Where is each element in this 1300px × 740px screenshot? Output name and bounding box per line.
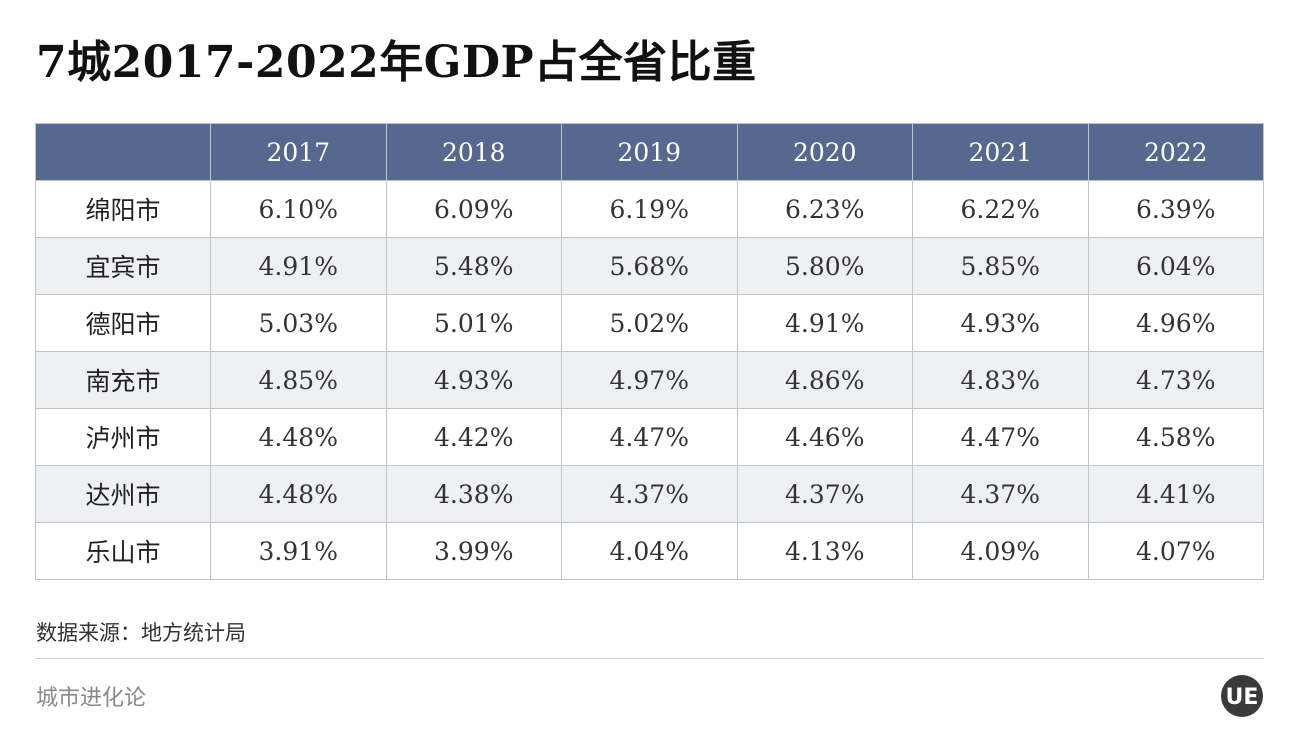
value-cell: 4.96% <box>1087 294 1264 352</box>
row-city-label: 德阳市 <box>35 294 211 352</box>
value-cell: 6.09% <box>385 180 562 238</box>
value-cell: 4.37% <box>736 465 913 523</box>
header-year-2020: 2020 <box>736 123 913 181</box>
value-cell: 4.73% <box>1087 351 1264 409</box>
row-city-label: 南充市 <box>35 351 211 409</box>
header-year-2017: 2017 <box>210 123 387 181</box>
table-row: 绵阳市 6.10% 6.09% 6.19% 6.23% 6.22% 6.39% <box>35 180 1264 238</box>
brand-name: 城市进化论 <box>36 686 147 711</box>
value-cell: 6.22% <box>912 180 1089 238</box>
header-year-2022: 2022 <box>1087 123 1264 181</box>
row-city-label: 达州市 <box>35 465 211 523</box>
value-cell: 4.48% <box>210 408 387 466</box>
page-title: 7城2017-2022年GDP占全省比重 <box>36 37 757 88</box>
value-cell: 5.80% <box>736 237 913 295</box>
footer-divider <box>36 658 1264 659</box>
row-city-label: 宜宾市 <box>35 237 211 295</box>
value-cell: 4.13% <box>736 522 913 580</box>
value-cell: 4.86% <box>736 351 913 409</box>
table-row: 南充市 4.85% 4.93% 4.97% 4.86% 4.83% 4.73% <box>35 351 1264 409</box>
value-cell: 4.93% <box>912 294 1089 352</box>
value-cell: 4.47% <box>561 408 738 466</box>
value-cell: 4.47% <box>912 408 1089 466</box>
value-cell: 3.99% <box>385 522 562 580</box>
table-row: 乐山市 3.91% 3.99% 4.04% 4.13% 4.09% 4.07% <box>35 522 1264 580</box>
header-year-2018: 2018 <box>385 123 562 181</box>
row-city-label: 绵阳市 <box>35 180 211 238</box>
value-cell: 4.37% <box>561 465 738 523</box>
value-cell: 4.04% <box>561 522 738 580</box>
table-header-row: 2017 2018 2019 2020 2021 2022 <box>35 123 1264 181</box>
value-cell: 4.07% <box>1087 522 1264 580</box>
value-cell: 4.37% <box>912 465 1089 523</box>
table-row: 德阳市 5.03% 5.01% 5.02% 4.91% 4.93% 4.96% <box>35 294 1264 352</box>
table-row: 泸州市 4.48% 4.42% 4.47% 4.46% 4.47% 4.58% <box>35 408 1264 466</box>
value-cell: 4.97% <box>561 351 738 409</box>
value-cell: 6.10% <box>210 180 387 238</box>
table-row: 宜宾市 4.91% 5.48% 5.68% 5.80% 5.85% 6.04% <box>35 237 1264 295</box>
header-corner-cell <box>35 123 211 181</box>
value-cell: 4.38% <box>385 465 562 523</box>
header-year-2021: 2021 <box>912 123 1089 181</box>
value-cell: 4.85% <box>210 351 387 409</box>
value-cell: 6.23% <box>736 180 913 238</box>
value-cell: 6.39% <box>1087 180 1264 238</box>
value-cell: 4.48% <box>210 465 387 523</box>
logo-text: UE <box>1226 685 1259 710</box>
header-year-2019: 2019 <box>561 123 738 181</box>
value-cell: 3.91% <box>210 522 387 580</box>
logo-circle <box>1221 675 1263 717</box>
value-cell: 5.48% <box>385 237 562 295</box>
value-cell: 4.93% <box>385 351 562 409</box>
value-cell: 4.58% <box>1087 408 1264 466</box>
value-cell: 4.09% <box>912 522 1089 580</box>
value-cell: 6.04% <box>1087 237 1264 295</box>
value-cell: 4.42% <box>385 408 562 466</box>
value-cell: 5.01% <box>385 294 562 352</box>
value-cell: 4.91% <box>210 237 387 295</box>
table-body: 绵阳市 6.10% 6.09% 6.19% 6.23% 6.22% 6.39% 宜宾市 4.91… <box>35 180 1264 580</box>
value-cell: 5.68% <box>561 237 738 295</box>
row-city-label: 泸州市 <box>35 408 211 466</box>
value-cell: 5.02% <box>561 294 738 352</box>
value-cell: 4.46% <box>736 408 913 466</box>
gdp-share-table: 2017 2018 2019 2020 2021 2022 绵阳市 6.10% 6.09% 6.… <box>35 123 1264 580</box>
value-cell: 4.83% <box>912 351 1089 409</box>
value-cell: 4.91% <box>736 294 913 352</box>
row-city-label: 乐山市 <box>35 522 211 580</box>
data-source-note: 数据来源：地方统计局 <box>36 621 246 645</box>
table-row: 达州市 4.48% 4.38% 4.37% 4.37% 4.37% 4.41% <box>35 465 1264 523</box>
value-cell: 5.03% <box>210 294 387 352</box>
value-cell: 4.41% <box>1087 465 1264 523</box>
brand-logo-icon: UE <box>1221 675 1263 717</box>
value-cell: 6.19% <box>561 180 738 238</box>
value-cell: 5.85% <box>912 237 1089 295</box>
